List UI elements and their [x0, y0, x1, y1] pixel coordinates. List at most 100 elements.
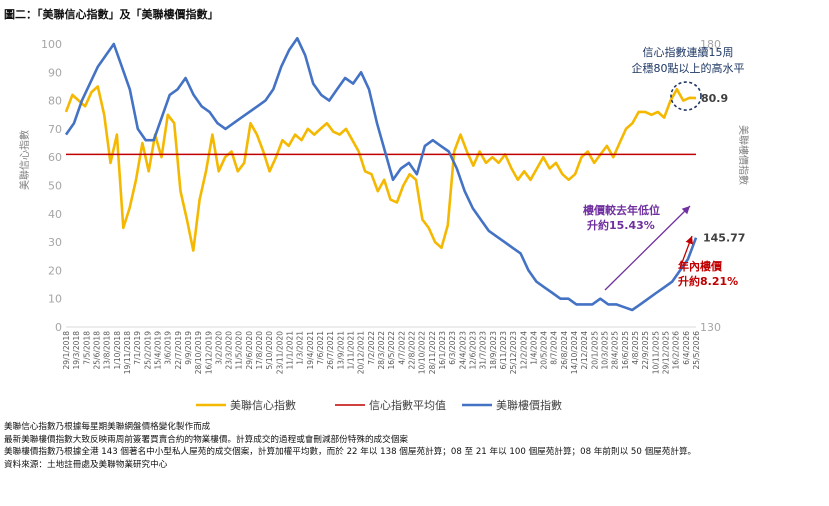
y-left-tick-label: 40	[48, 208, 62, 221]
x-tick-label: 12/6/2023	[468, 331, 477, 370]
y-right-tick-label: 180	[700, 38, 721, 51]
legend: 美聯信心指數 信心指數平均值 美聯樓價指數	[196, 398, 562, 412]
x-tick-label: 3/6/2019	[164, 331, 173, 365]
x-tick-label: 3/2/2020	[214, 331, 223, 365]
note-line: 美聯樓價指數乃根據全港 143 個著名中小型私人屋苑的成交個案，計算加權平均數，…	[4, 447, 697, 457]
y-left-axis-title: 美聯信心指數	[18, 130, 31, 190]
x-tick-label: 7/5/2018	[82, 331, 91, 365]
x-tick-label: 29/12/2025	[662, 331, 671, 374]
x-tick-label: 9/9/2019	[184, 331, 193, 365]
arrow-from-low	[604, 205, 691, 291]
note-line: 最新美聯樓價指數大致反映兩周前簽署買賣合約的物業樓價。計算成交的過程或會刪減部份…	[4, 434, 408, 445]
annotation-confidence-streak: 企穩80點以上的高水平	[632, 61, 745, 75]
legend-label: 美聯樓價指數	[496, 398, 562, 412]
x-tick-label: 20/12/2021	[357, 331, 366, 374]
x-tick-label: 7/6/2021	[316, 331, 325, 365]
y-left-tick-label: 100	[41, 38, 62, 51]
y-left-tick-label: 20	[48, 264, 62, 277]
x-tick-label: 7/1/2019	[133, 331, 142, 365]
x-tick-label: 8/7/2024	[550, 331, 559, 365]
figure-title: 圖二：「美聯信心指數」及「美聯樓價指數」	[4, 8, 219, 21]
x-tick-label: 2/12/2024	[580, 331, 589, 370]
x-tick-label: 11/5/2020	[235, 331, 244, 370]
x-tick-label: 6/3/2023	[448, 331, 457, 365]
x-tick-label: 16/12/2019	[204, 331, 213, 374]
x-tick-label: 7/2/2022	[367, 331, 376, 365]
y-left-tick-label: 90	[48, 66, 62, 79]
series-price-index	[64, 37, 698, 312]
x-tick-label: 22/9/2025	[641, 331, 650, 370]
label-latest-confidence: 80.9	[701, 92, 728, 105]
x-tick-label: 5/10/2020	[265, 331, 274, 370]
y-left-tick-label: 60	[48, 151, 62, 164]
x-tick-label: 28/4/2025	[611, 331, 620, 370]
x-tick-label: 25/6/2018	[92, 331, 101, 370]
x-tick-label: 22/7/2019	[174, 331, 183, 370]
x-tick-label: 4/7/2022	[397, 331, 406, 365]
y-left-tick-label: 80	[48, 95, 62, 108]
x-tick-label: 6/4/2026	[682, 331, 691, 365]
x-tick-label: 19/11/2018	[123, 331, 132, 374]
y-left-tick-label: 10	[48, 293, 62, 306]
x-tick-label: 12/2/2024	[519, 331, 528, 370]
y-left-tick-label: 50	[48, 180, 62, 193]
x-tick-label: 25/2/2019	[143, 331, 152, 370]
x-tick-label: 29/1/2018	[62, 331, 71, 370]
x-tick-label: 20/5/2024	[540, 331, 549, 370]
x-tick-label: 23/11/2020	[275, 331, 284, 374]
annotation-confidence-streak: 信心指數連續15周	[643, 45, 734, 59]
x-tick-label: 25/5/2026	[692, 331, 701, 370]
annotation-ytd: 升約8.21%	[678, 274, 738, 288]
series-confidence-index	[64, 85, 697, 252]
x-tick-label: 10/10/2022	[418, 331, 427, 374]
x-tick-label: 28/10/2019	[194, 331, 203, 374]
annotation-from-low: 升約15.43%	[587, 218, 655, 232]
x-tick-label: 1/4/2024	[529, 331, 538, 365]
x-tick-label: 29/6/2020	[245, 331, 254, 370]
x-tick-label: 28/3/2022	[377, 331, 386, 370]
x-tick-label: 16/5/2022	[387, 331, 396, 370]
x-tick-label: 22/8/2022	[407, 331, 416, 370]
x-tick-label: 31/7/2023	[479, 331, 488, 370]
x-tick-label: 28/11/2022	[428, 331, 437, 374]
x-tick-label: 25/12/2023	[509, 331, 518, 374]
y-left-tick-label: 0	[55, 321, 62, 334]
annotation-ytd: 年內樓價	[678, 259, 723, 273]
x-tick-label: 13/9/2021	[336, 331, 345, 370]
note-line: 美聯信心指數乃根據每星期美聯網盤價格變化製作而成	[4, 422, 211, 432]
label-latest-price: 145.77	[703, 232, 745, 245]
x-tick-label: 26/8/2024	[560, 331, 569, 370]
notes: 美聯信心指數乃根據每星期美聯網盤價格變化製作而成 最新美聯樓價指數大致反映兩周前…	[4, 421, 824, 471]
x-tick-label: 16/2/2026	[672, 331, 681, 370]
x-tick-label: 16/1/2023	[438, 331, 447, 370]
x-tick-label: 15/4/2019	[153, 331, 162, 370]
x-tick-label: 1/10/2018	[113, 331, 122, 370]
y-right-axis-title: 美聯樓價指數	[737, 125, 750, 185]
x-tick-label: 18/9/2023	[489, 331, 498, 370]
x-tick-label: 13/8/2018	[103, 331, 112, 370]
y-left-tick-label: 70	[48, 123, 62, 136]
x-tick-label: 19/3/2018	[72, 331, 81, 370]
note-line: 資料來源：土地註冊處及美聯物業研究中心	[4, 459, 168, 470]
series-layer	[64, 37, 698, 312]
highlight-circle	[670, 81, 702, 111]
x-tick-label: 6/11/2023	[499, 331, 508, 370]
y-right-tick-label: 130	[700, 321, 721, 334]
x-tick-label: 10/11/2025	[651, 331, 660, 374]
x-tick-label: 4/8/2025	[631, 331, 640, 365]
x-tick-label: 14/10/2024	[570, 331, 579, 374]
legend-label: 美聯信心指數	[230, 398, 296, 412]
arrow-ytd	[679, 235, 693, 269]
x-tick-label: 11/1/2021	[286, 331, 295, 370]
x-tick-label: 20/1/2025	[590, 331, 599, 370]
annotation-from-low: 樓價較去年低位	[583, 203, 660, 217]
x-tick-label: 19/4/2021	[306, 331, 315, 370]
x-tick-label: 24/4/2023	[458, 331, 467, 370]
x-tick-label: 17/8/2020	[255, 331, 264, 370]
x-tick-label: 16/6/2025	[621, 331, 630, 370]
legend-label: 信心指數平均值	[369, 398, 446, 412]
x-tick-label: 1/3/2021	[296, 331, 305, 365]
